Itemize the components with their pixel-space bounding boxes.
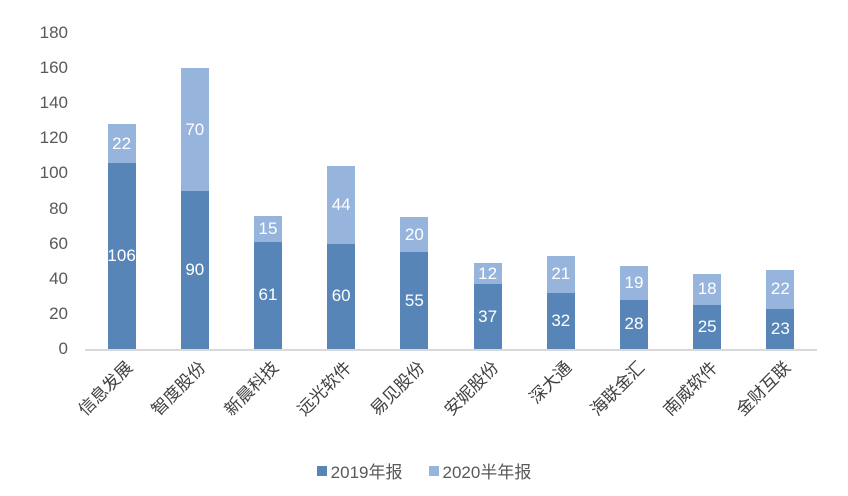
y-tick-label: 140 — [39, 93, 68, 113]
x-tick-label: 智度股份 — [147, 357, 210, 420]
data-label: 15 — [258, 218, 278, 238]
data-label: 60 — [331, 286, 351, 306]
bar-segment — [766, 308, 795, 349]
data-label: 55 — [404, 290, 424, 310]
x-tick-label: 新晨科技 — [220, 357, 283, 420]
y-tick-label: 40 — [49, 268, 68, 288]
data-label: 21 — [551, 264, 571, 284]
legend-label-2019: 2019年报 — [330, 463, 403, 482]
data-label: 22 — [112, 133, 132, 153]
legend-item-2020h1: 2020半年报 — [428, 458, 532, 483]
data-label: 12 — [478, 263, 498, 283]
data-label: 18 — [697, 279, 717, 299]
bar-segment — [254, 241, 282, 349]
bar-segment — [254, 215, 282, 242]
y-tick-label: 180 — [39, 23, 68, 42]
y-tick-label: 80 — [49, 198, 68, 218]
bar-segment — [620, 299, 648, 349]
bar-segment — [546, 292, 575, 349]
bar-segment — [107, 162, 136, 349]
y-tick-label: 120 — [39, 128, 68, 148]
data-label: 37 — [478, 306, 498, 326]
bar-segment — [693, 305, 722, 349]
y-tick-label: 20 — [49, 303, 68, 323]
x-tick-label: 金财互联 — [733, 357, 795, 420]
legend-item-2019: 2019年报 — [316, 458, 403, 483]
y-tick-label: 100 — [39, 163, 68, 183]
data-label: 19 — [624, 273, 644, 293]
bar-segment — [473, 284, 502, 349]
bar-segment — [107, 124, 136, 163]
data-label: 44 — [331, 195, 351, 215]
legend-label-2020h1: 2020半年报 — [442, 463, 532, 482]
x-tick-label: 安妮股份 — [440, 357, 502, 420]
bar-segment — [327, 166, 356, 244]
x-tick-label: 信息发展 — [74, 357, 136, 420]
bar-segment — [327, 243, 356, 349]
legend-swatch-2020h1 — [428, 465, 439, 476]
bar-segment — [766, 270, 795, 309]
x-tick-label: 海联金汇 — [586, 357, 649, 420]
data-label: 70 — [185, 119, 205, 139]
data-label: 28 — [624, 314, 644, 334]
bar-segment — [693, 273, 722, 306]
bar-segment — [546, 255, 575, 293]
x-tick-label: 南威软件 — [660, 357, 722, 420]
data-label: 20 — [404, 224, 424, 244]
y-tick-label: 0 — [58, 339, 68, 358]
x-tick-label: 易见股份 — [367, 357, 429, 420]
x-axis-line — [85, 349, 817, 351]
data-label: 32 — [551, 310, 571, 330]
data-label: 90 — [185, 260, 205, 279]
data-label: 61 — [258, 285, 278, 305]
bar-segment — [400, 252, 429, 349]
y-tick-label: 160 — [39, 58, 68, 78]
y-tick-label: 60 — [49, 233, 68, 253]
bar-segment — [400, 217, 429, 253]
legend-swatch-2019 — [316, 465, 327, 476]
x-tick-label: 远光软件 — [294, 357, 356, 420]
data-label: 22 — [770, 279, 790, 299]
x-tick-label: 深大通 — [525, 357, 576, 408]
data-label: 25 — [697, 317, 717, 337]
bar-segment — [180, 191, 209, 349]
bar-segment — [620, 266, 648, 300]
bar-segment — [473, 262, 502, 285]
data-label: 23 — [770, 318, 790, 338]
data-label: 106 — [107, 245, 136, 265]
legend: 2019年报 2020半年报 — [0, 458, 848, 483]
bar-segment — [180, 68, 209, 191]
